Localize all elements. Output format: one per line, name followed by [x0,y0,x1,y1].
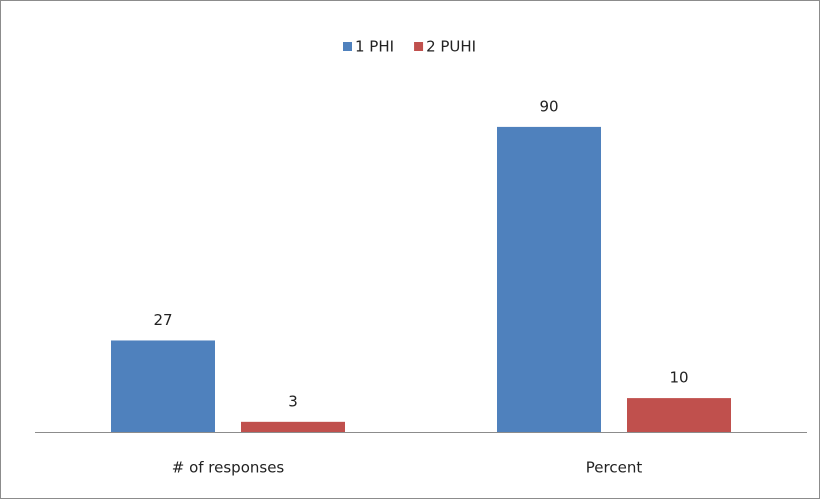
x-tick-label: # of responses [172,459,285,477]
bar [627,398,731,432]
bar [241,421,345,432]
data-label: 10 [669,369,688,387]
data-label: 3 [288,392,298,410]
data-label: 90 [539,97,558,115]
data-label: 27 [153,311,172,329]
bar [497,126,601,433]
legend-label: 1 PHI [355,38,394,56]
legend-label: 2 PUHI [426,38,476,56]
bar [111,340,215,432]
legend-swatch [414,42,424,51]
legend-swatch [343,42,352,51]
x-tick-label: Percent [586,459,643,477]
